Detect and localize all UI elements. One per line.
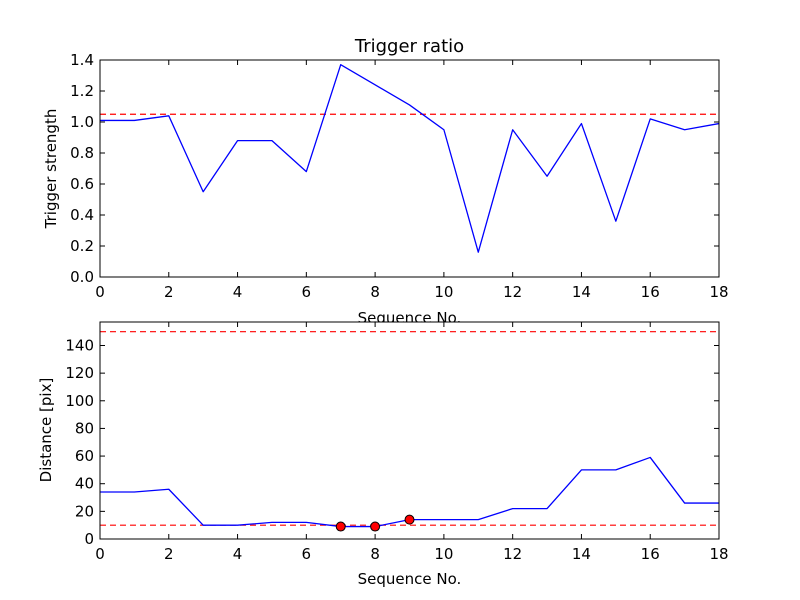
chart-distance: 0 2 4 6 8 10 12 14 16 18 0 20 40 60 80 100 120 140 Seque… xyxy=(37,321,729,588)
x-tick-label: 4 xyxy=(233,545,243,563)
x-tick-label: 12 xyxy=(503,545,522,563)
plot-area-background xyxy=(100,322,719,539)
x-tick-label: 6 xyxy=(302,283,312,301)
plot-area xyxy=(100,322,719,539)
y-tick-label: 120 xyxy=(65,364,94,382)
plot-frame xyxy=(99,321,720,540)
x-tick-label: 10 xyxy=(434,283,453,301)
x-tick-label: 10 xyxy=(434,545,453,563)
plot-frame xyxy=(99,59,720,278)
y-tick-label: 40 xyxy=(75,475,94,493)
x-tick-label: 2 xyxy=(164,283,174,301)
highlight-marker xyxy=(370,521,381,532)
y-tick-label: 60 xyxy=(75,447,94,465)
series-line-0 xyxy=(100,64,720,253)
x-tick-label: 0 xyxy=(95,283,105,301)
chart-title: Trigger ratio xyxy=(354,36,464,57)
y-tick-label: 1.4 xyxy=(70,51,94,69)
axes-frame xyxy=(99,321,720,540)
y-tick-label: 1.0 xyxy=(70,113,94,131)
x-tick-label: 16 xyxy=(641,283,660,301)
axes-frame xyxy=(99,59,720,278)
y-tick-label: 0.8 xyxy=(70,144,94,162)
y-axis-label: Distance [pix] xyxy=(37,378,55,483)
x-tick-label: 18 xyxy=(709,545,728,563)
x-axis-label: Sequence No. xyxy=(358,570,462,588)
highlight-marker xyxy=(404,514,415,525)
x-tick-label: 12 xyxy=(503,283,522,301)
x-tick-label: 8 xyxy=(370,283,380,301)
y-tick-label: 0.4 xyxy=(70,206,94,224)
highlight-markers xyxy=(335,514,415,532)
x-tick-label: 8 xyxy=(370,545,380,563)
x-tick-label: 0 xyxy=(95,545,105,563)
y-tick-label: 1.2 xyxy=(70,82,94,100)
x-tick-label: 14 xyxy=(572,545,591,563)
y-tick-label: 80 xyxy=(75,419,94,437)
y-axis-label: Trigger strength xyxy=(42,109,60,230)
y-axis-ticks: 0 20 40 60 80 100 120 140 xyxy=(65,336,719,548)
y-tick-label: 0.6 xyxy=(70,175,94,193)
y-tick-label: 0 xyxy=(84,530,94,548)
y-tick-label: 0.0 xyxy=(70,268,94,286)
highlight-marker xyxy=(335,521,346,532)
x-tick-label: 2 xyxy=(164,545,174,563)
y-axis-ticks: 0.0 0.2 0.4 0.6 0.8 1.0 1.2 1.4 xyxy=(70,51,719,286)
x-tick-label: 14 xyxy=(572,283,591,301)
x-tick-label: 4 xyxy=(233,283,243,301)
plot-area xyxy=(100,60,719,277)
y-tick-label: 100 xyxy=(65,392,94,410)
x-axis-ticks: 0 2 4 6 8 10 12 14 16 18 xyxy=(95,60,729,301)
x-tick-label: 18 xyxy=(709,283,728,301)
x-tick-label: 16 xyxy=(641,545,660,563)
y-tick-label: 20 xyxy=(75,502,94,520)
y-tick-label: 140 xyxy=(65,336,94,354)
chart-trigger-ratio: Trigger ratio 0 2 4 6 8 10 12 14 16 18 0.00.20.40… xyxy=(42,36,729,327)
x-axis-ticks: 0 2 4 6 8 10 12 14 16 18 xyxy=(95,322,729,563)
x-tick-label: 6 xyxy=(302,545,312,563)
plot-area-background xyxy=(100,60,719,277)
y-tick-label: 0.2 xyxy=(70,237,94,255)
series-lines xyxy=(100,64,720,253)
